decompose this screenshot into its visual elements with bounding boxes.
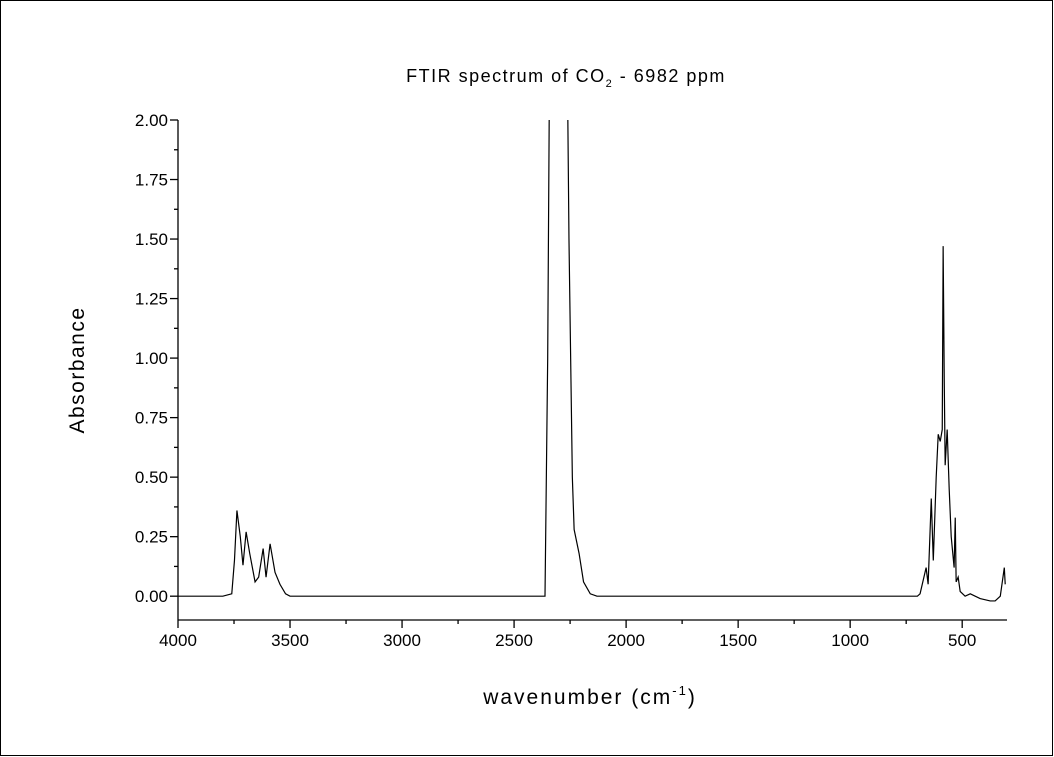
title-sub: 2 [606,78,614,90]
y-axis-label: Absorbance [66,306,89,433]
x-tick-label: 2500 [495,631,533,650]
x-tick-label: 500 [948,631,976,650]
x-axis-label: wavenumber (cm-1) [482,683,697,709]
y-tick-label: 0.25 [135,528,168,547]
x-tick-label: 1500 [719,631,757,650]
y-tick-label: 0.00 [135,587,168,606]
x-tick-label: 2000 [607,631,645,650]
y-tick-label: 1.50 [135,230,168,249]
x-tick-label: 4000 [159,631,197,650]
spectrum-line [178,120,1006,602]
y-tick-label: 0.75 [135,409,168,428]
x-tick-label: 3500 [271,631,309,650]
x-tick-label: 1000 [831,631,869,650]
y-tick-label: 1.75 [135,171,168,190]
y-tick-label: 1.00 [135,349,168,368]
y-tick-label: 1.25 [135,290,168,309]
y-tick-label: 0.50 [135,468,168,487]
title-after: - 6982 ppm [613,66,726,86]
y-tick-label: 2.00 [135,111,168,130]
title-text: FTIR spectrum of CO [406,66,606,86]
x-label-after: ) [688,686,697,709]
x-label-sup: -1 [672,683,688,698]
chart-title: FTIR spectrum of CO2 - 6982 ppm [406,66,726,90]
x-tick-label: 3000 [383,631,421,650]
x-label-text: wavenumber (cm [482,686,672,709]
